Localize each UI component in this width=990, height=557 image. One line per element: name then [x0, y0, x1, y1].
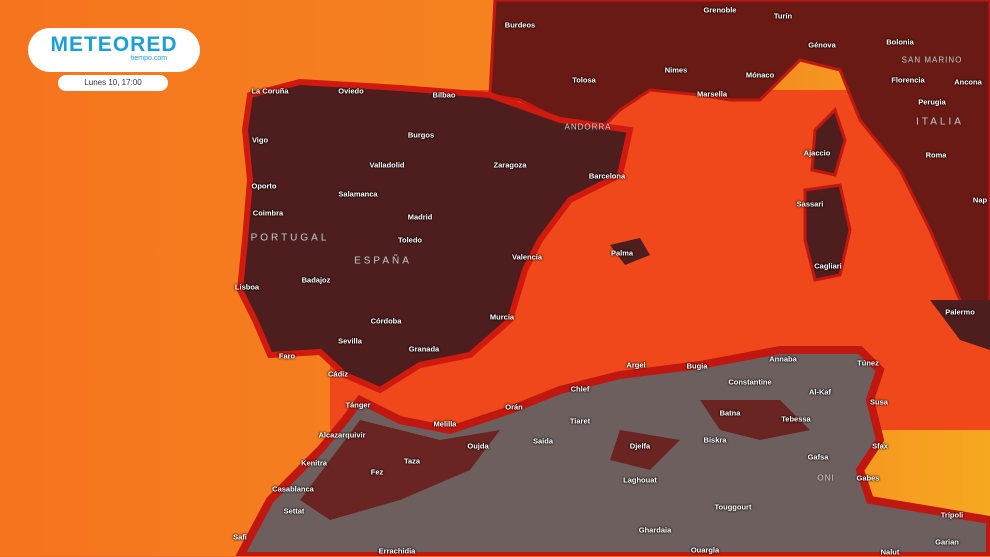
- city-label: Grenoble: [703, 5, 737, 15]
- city-label: Murcia: [489, 312, 515, 322]
- city-label: Constantine: [728, 377, 772, 387]
- city-label: Taza: [403, 456, 421, 466]
- city-label: Túnez: [857, 358, 879, 368]
- city-label: Oujda: [467, 441, 489, 451]
- city-label: Errachidia: [378, 546, 416, 556]
- country-label: SAN MARINO: [901, 55, 963, 65]
- city-label: Tolosa: [572, 75, 596, 85]
- city-label: Saida: [532, 436, 554, 446]
- land-hot-patches: [300, 400, 810, 520]
- city-label: Palma: [610, 248, 634, 258]
- city-label: Bugia: [686, 361, 708, 371]
- city-label: Tánger: [345, 400, 371, 410]
- city-label: Barcelona: [588, 171, 626, 181]
- city-label: Casablanca: [272, 484, 314, 494]
- city-label: Sassari: [796, 199, 824, 209]
- city-label: Perugia: [918, 97, 946, 107]
- forecast-timestamp: Lunes 10, 17:00: [58, 75, 168, 91]
- land-corsica: [810, 107, 847, 177]
- city-label: Touggourt: [714, 502, 752, 512]
- city-label: Marsella: [696, 89, 728, 99]
- city-label: Orán: [505, 402, 523, 412]
- country-label: ONI: [817, 473, 835, 483]
- city-label: Melilla: [433, 419, 457, 429]
- city-label: Roma: [925, 150, 947, 160]
- city-label: Tiaret: [569, 416, 591, 426]
- brand-name: METEORED: [50, 33, 178, 56]
- city-label: Gafsa: [807, 452, 829, 462]
- country-label: ITALIA: [916, 116, 964, 128]
- city-label: Nalut: [880, 547, 900, 557]
- city-label: Madrid: [407, 212, 433, 222]
- city-label: Palermo: [945, 307, 975, 317]
- city-label: Burdeos: [504, 20, 536, 30]
- city-label: Salamanca: [338, 189, 378, 199]
- city-label: Garian: [935, 537, 959, 547]
- city-label: Zaragoza: [493, 160, 527, 170]
- city-label: Settat: [283, 506, 305, 516]
- city-label: Safi: [233, 532, 247, 542]
- city-label: Biskra: [703, 435, 727, 445]
- city-label: Vigo: [251, 135, 269, 145]
- city-label: Sfax: [872, 441, 888, 451]
- city-label: Granada: [408, 344, 440, 354]
- city-label: Mónaco: [745, 70, 775, 80]
- meteored-logo[interactable]: METEORED tiempo.com: [28, 28, 200, 72]
- city-label: Annaba: [769, 354, 797, 364]
- city-label: Valladolid: [369, 160, 405, 170]
- city-label: Djelfa: [629, 441, 651, 451]
- country-label: ESPAÑA: [354, 255, 412, 267]
- city-label: Ouargla: [690, 545, 720, 555]
- city-label: Toledo: [397, 235, 423, 245]
- city-label: Chlef: [570, 384, 590, 394]
- city-label: Tebessa: [781, 414, 811, 424]
- city-label: Lisboa: [234, 282, 260, 292]
- city-label: Valencia: [511, 252, 543, 262]
- brand-domain: tiempo.com: [130, 55, 168, 62]
- city-label: Al-Kaf: [808, 387, 832, 397]
- city-label: Oviedo: [338, 86, 364, 96]
- city-label: Ghardaia: [638, 525, 672, 535]
- city-label: Bilbao: [432, 90, 456, 100]
- city-label: Susa: [870, 397, 888, 407]
- city-label: Florencia: [891, 75, 925, 85]
- land-iberia: [236, 78, 634, 394]
- city-label: Gabes: [856, 473, 880, 483]
- city-label: Trípoli: [940, 510, 964, 520]
- city-label: Batna: [719, 408, 741, 418]
- city-label: Nap: [972, 195, 988, 205]
- city-label: Cádiz: [327, 369, 349, 379]
- city-label: Coimbra: [252, 208, 284, 218]
- city-label: Kenitra: [301, 458, 327, 468]
- city-label: Bolonia: [886, 37, 914, 47]
- city-label: Ancona: [954, 77, 982, 87]
- city-label: Génova: [808, 40, 836, 50]
- city-label: Badajoz: [301, 275, 331, 285]
- city-label: Faro: [278, 351, 296, 361]
- city-label: Burgos: [407, 130, 435, 140]
- country-label: ANDORRA: [564, 122, 612, 132]
- city-label: Alcazarquivir: [318, 430, 366, 440]
- country-label: PORTUGAL: [250, 232, 330, 244]
- city-label: Argel: [626, 360, 646, 370]
- city-label: Nimes: [664, 65, 688, 75]
- city-label: Fez: [370, 467, 384, 477]
- land-sardinia: [803, 183, 852, 282]
- city-label: Laghouat: [623, 475, 657, 485]
- city-label: Oporto: [251, 181, 277, 191]
- city-label: Cagliari: [814, 261, 842, 271]
- city-label: Sevilla: [338, 336, 362, 346]
- city-label: Ajaccio: [803, 148, 831, 158]
- city-label: La Coruña: [251, 86, 289, 96]
- city-label: Córdoba: [370, 316, 402, 326]
- city-label: Turín: [773, 11, 793, 21]
- land-sicily: [930, 300, 990, 350]
- land-mallorca: [610, 238, 650, 265]
